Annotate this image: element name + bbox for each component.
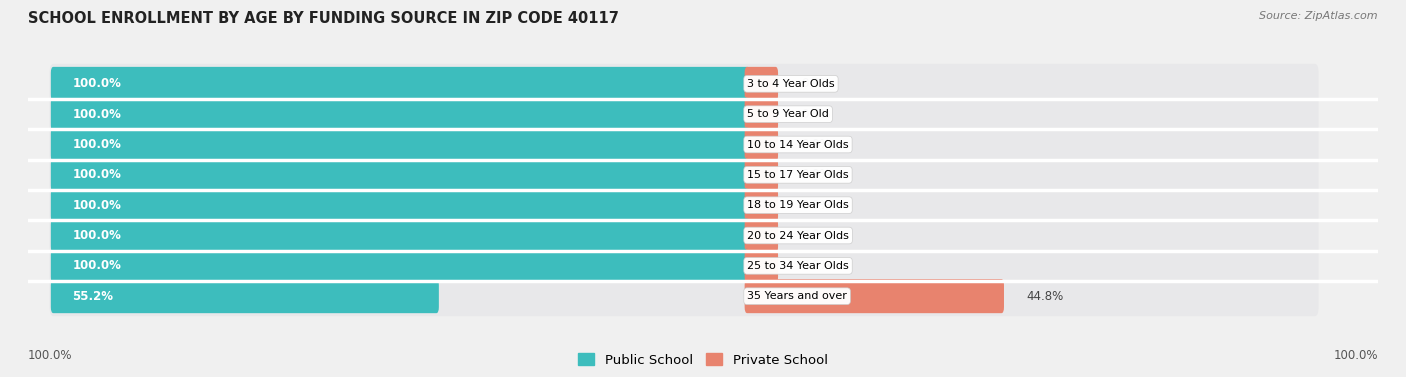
Legend: Public School, Private School: Public School, Private School — [574, 348, 832, 372]
FancyBboxPatch shape — [49, 155, 1319, 195]
FancyBboxPatch shape — [49, 94, 1319, 134]
Text: 0.0%: 0.0% — [801, 108, 831, 121]
FancyBboxPatch shape — [51, 279, 439, 313]
Text: 100.0%: 100.0% — [1333, 349, 1378, 362]
Text: 100.0%: 100.0% — [72, 229, 121, 242]
Text: 100.0%: 100.0% — [72, 199, 121, 211]
FancyBboxPatch shape — [49, 216, 1319, 256]
Text: 100.0%: 100.0% — [28, 349, 73, 362]
FancyBboxPatch shape — [49, 185, 1319, 225]
Text: Source: ZipAtlas.com: Source: ZipAtlas.com — [1260, 11, 1378, 21]
Text: 100.0%: 100.0% — [72, 138, 121, 151]
FancyBboxPatch shape — [745, 249, 778, 283]
Text: 55.2%: 55.2% — [72, 290, 114, 303]
FancyBboxPatch shape — [745, 158, 778, 192]
Text: 15 to 17 Year Olds: 15 to 17 Year Olds — [747, 170, 849, 180]
Text: SCHOOL ENROLLMENT BY AGE BY FUNDING SOURCE IN ZIP CODE 40117: SCHOOL ENROLLMENT BY AGE BY FUNDING SOUR… — [28, 11, 619, 26]
FancyBboxPatch shape — [49, 64, 1319, 104]
FancyBboxPatch shape — [745, 219, 778, 253]
Text: 0.0%: 0.0% — [801, 169, 831, 181]
Text: 3 to 4 Year Olds: 3 to 4 Year Olds — [747, 79, 835, 89]
Text: 100.0%: 100.0% — [72, 77, 121, 90]
FancyBboxPatch shape — [51, 219, 749, 253]
Text: 35 Years and over: 35 Years and over — [747, 291, 846, 301]
Text: 100.0%: 100.0% — [72, 169, 121, 181]
FancyBboxPatch shape — [51, 127, 749, 161]
Text: 100.0%: 100.0% — [72, 259, 121, 272]
Text: 10 to 14 Year Olds: 10 to 14 Year Olds — [747, 139, 849, 150]
Text: 0.0%: 0.0% — [801, 138, 831, 151]
FancyBboxPatch shape — [745, 67, 778, 101]
Text: 20 to 24 Year Olds: 20 to 24 Year Olds — [747, 230, 849, 241]
FancyBboxPatch shape — [49, 246, 1319, 286]
Text: 0.0%: 0.0% — [801, 259, 831, 272]
FancyBboxPatch shape — [49, 124, 1319, 164]
FancyBboxPatch shape — [49, 276, 1319, 316]
FancyBboxPatch shape — [745, 279, 1004, 313]
Text: 0.0%: 0.0% — [801, 77, 831, 90]
Text: 25 to 34 Year Olds: 25 to 34 Year Olds — [747, 261, 849, 271]
Text: 44.8%: 44.8% — [1026, 290, 1064, 303]
FancyBboxPatch shape — [745, 188, 778, 222]
Text: 0.0%: 0.0% — [801, 199, 831, 211]
Text: 100.0%: 100.0% — [72, 108, 121, 121]
Text: 18 to 19 Year Olds: 18 to 19 Year Olds — [747, 200, 849, 210]
FancyBboxPatch shape — [51, 97, 749, 131]
FancyBboxPatch shape — [51, 249, 749, 283]
FancyBboxPatch shape — [51, 158, 749, 192]
Text: 5 to 9 Year Old: 5 to 9 Year Old — [747, 109, 830, 119]
FancyBboxPatch shape — [745, 127, 778, 161]
FancyBboxPatch shape — [745, 97, 778, 131]
FancyBboxPatch shape — [51, 188, 749, 222]
Text: 0.0%: 0.0% — [801, 229, 831, 242]
FancyBboxPatch shape — [51, 67, 749, 101]
